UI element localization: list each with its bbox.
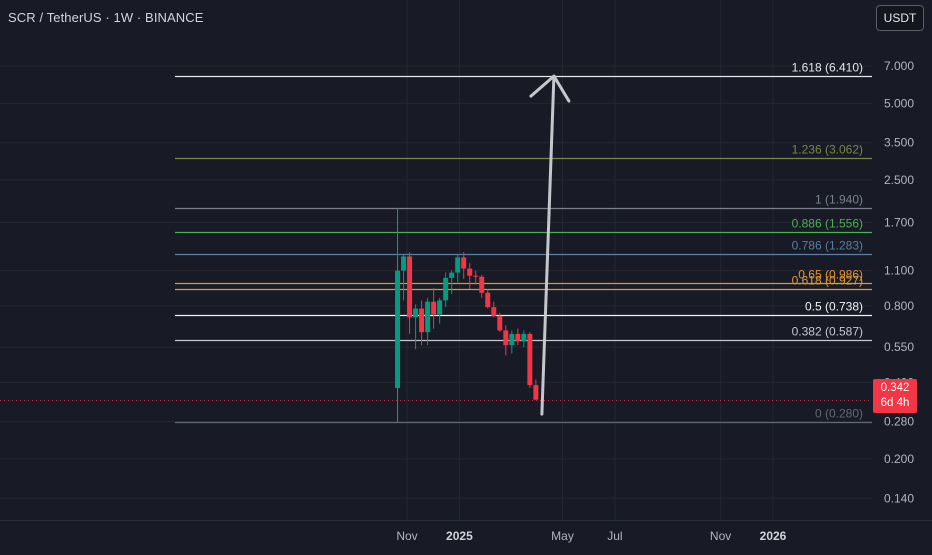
fib-level-label: 0.5 (0.738) xyxy=(805,300,863,314)
candle-body xyxy=(431,301,437,315)
x-axis-tick-label: Nov xyxy=(710,529,731,543)
candle-body xyxy=(533,385,539,400)
x-axis-tick-label: Jul xyxy=(607,529,622,543)
currency-button[interactable]: USDT xyxy=(876,5,924,31)
candle-body xyxy=(455,257,461,273)
projection-arrow-head xyxy=(529,74,571,103)
fib-level-label: 0.886 (1.556) xyxy=(792,217,863,231)
y-axis-tick-label: 7.000 xyxy=(884,59,914,73)
candle-body xyxy=(407,256,413,318)
candle-body xyxy=(449,272,455,278)
fib-level-label: 0.65 (0.986) xyxy=(798,268,863,282)
y-axis-tick-label: 2.500 xyxy=(884,173,914,187)
candle-body xyxy=(461,257,467,269)
candle-body xyxy=(401,256,407,271)
candle-body xyxy=(419,308,425,333)
y-axis-tick-label: 0.280 xyxy=(884,415,914,429)
candle-body xyxy=(473,275,479,277)
fib-level-label: 0.382 (0.587) xyxy=(792,325,863,339)
y-axis-tick-label: 3.500 xyxy=(884,136,914,150)
fib-level-label: 1.618 (6.410) xyxy=(792,61,863,75)
candle-body xyxy=(485,292,491,308)
candle-body xyxy=(527,333,533,386)
fib-level-label: 1.236 (3.062) xyxy=(792,143,863,157)
candle-body xyxy=(467,268,473,276)
candle-body xyxy=(497,315,503,331)
fib-level-label: 0 (0.280) xyxy=(815,407,863,421)
fib-level-label: 0.786 (1.283) xyxy=(792,239,863,253)
x-axis-tick-label: 2025 xyxy=(446,529,473,543)
y-axis-tick-label: 1.700 xyxy=(884,216,914,230)
candle-body xyxy=(425,301,431,333)
last-price-value: 0.342 xyxy=(880,382,910,394)
x-axis-tick-label: Nov xyxy=(396,529,417,543)
y-axis-tick-label: 0.200 xyxy=(884,452,914,466)
candle-body xyxy=(515,333,521,342)
candle-body xyxy=(437,300,443,315)
candle-body xyxy=(503,330,509,346)
y-axis-tick-label: 0.550 xyxy=(884,340,914,354)
y-axis-tick-label: 1.100 xyxy=(884,264,914,278)
projection-arrow-shaft xyxy=(540,74,556,416)
candle-body xyxy=(491,307,497,316)
candle-body xyxy=(443,277,449,301)
symbol-title[interactable]: SCR / TetherUS · 1W · BINANCE xyxy=(8,10,204,25)
candle-body xyxy=(479,276,485,293)
x-axis-tick-label: May xyxy=(551,529,574,543)
last-price-tag: 0.342 6d 4h xyxy=(873,379,917,413)
x-axis-tick-label: 2026 xyxy=(760,529,787,543)
candle-body xyxy=(509,333,515,346)
y-axis-tick-label: 5.000 xyxy=(884,96,914,110)
bar-countdown: 6d 4h xyxy=(880,397,910,409)
fib-level-label: 0.618 (0.927) xyxy=(792,274,863,288)
y-axis-tick-label: 0.800 xyxy=(884,299,914,313)
fib-level-label: 1 (1.940) xyxy=(815,193,863,207)
candle-body xyxy=(521,333,527,342)
candle-body xyxy=(413,308,419,318)
y-axis-tick-label: 0.140 xyxy=(884,491,914,505)
